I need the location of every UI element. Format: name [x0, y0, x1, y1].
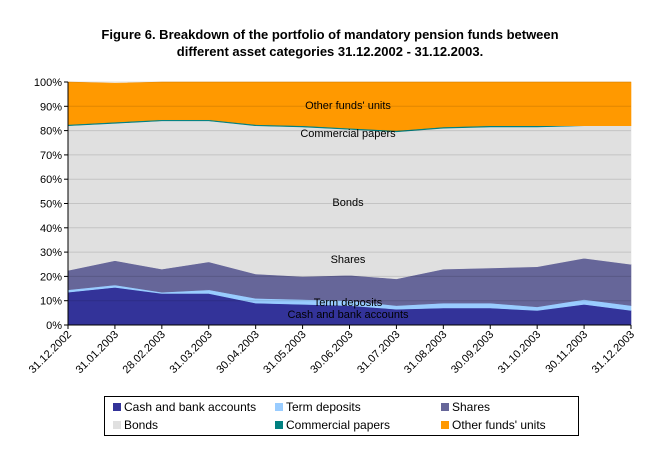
legend-item: Bonds: [113, 418, 158, 432]
annotation-layer: Other funds' units Commercial papers Bonds…: [287, 100, 409, 321]
y-tick-label: 10%: [40, 296, 62, 308]
chart-legend: Cash and bank accounts Term deposits Share…: [104, 396, 579, 436]
y-tick-label: 30%: [40, 247, 62, 259]
legend-swatch: [275, 403, 283, 411]
annotation-label: Bonds: [332, 197, 364, 209]
x-tick-label: 30.09.2003: [449, 329, 496, 376]
x-tick-label: 30.04.2003: [214, 329, 261, 376]
legend-item: Term deposits: [275, 400, 361, 414]
x-tick-label: 31.01.2003: [74, 329, 121, 376]
legend-swatch: [441, 421, 449, 429]
x-tick-label: 31.08.2003: [402, 329, 449, 376]
legend-item: Shares: [441, 400, 490, 414]
legend-swatch: [441, 403, 449, 411]
legend-swatch: [113, 403, 121, 411]
x-tick-label: 28.02.2003: [121, 329, 168, 376]
legend-label: Term deposits: [286, 400, 361, 414]
annotation-label: Commercial papers: [300, 128, 396, 140]
chart-title-line-2: different asset categories 31.12.2002 - …: [176, 44, 484, 59]
x-tick-label: 31.12.2002: [27, 329, 74, 376]
y-tick-label: 20%: [40, 271, 62, 283]
annotation-label: Other funds' units: [305, 100, 391, 112]
legend-label: Other funds' units: [452, 418, 546, 432]
y-tick-label: 80%: [40, 126, 62, 138]
annotation-label: Cash and bank accounts: [287, 309, 409, 321]
y-tick-label: 100%: [34, 77, 62, 89]
y-tick-label: 60%: [40, 174, 62, 186]
y-tick-label: 50%: [40, 199, 62, 211]
x-tick-label: 31.03.2003: [167, 329, 214, 376]
chart-title: Figure 6. Breakdown of the portfolio of …: [60, 26, 600, 60]
legend-item: Other funds' units: [441, 418, 546, 432]
y-tick-label: 70%: [40, 150, 62, 162]
y-tick-label: 0%: [46, 320, 62, 332]
x-tick-label: 31.07.2003: [355, 329, 402, 376]
x-tick-label: 30.11.2003: [543, 329, 590, 376]
annotation-label: Term deposits: [314, 297, 383, 309]
y-tick-label: 90%: [40, 101, 62, 113]
area-other-funds-units: [67, 81, 632, 131]
legend-label: Cash and bank accounts: [124, 400, 257, 414]
legend-swatch: [113, 421, 121, 429]
annotation-label: Shares: [331, 254, 366, 266]
area-layer: [67, 81, 632, 326]
x-tick-label: 31.12.2003: [590, 329, 637, 376]
legend-item: Commercial papers: [275, 418, 390, 432]
legend-label: Bonds: [124, 418, 159, 432]
legend-label: Commercial papers: [286, 418, 391, 432]
x-tick-label: 31.10.2003: [496, 329, 543, 376]
legend-label: Shares: [452, 400, 491, 414]
legend-item: Cash and bank accounts: [113, 400, 256, 414]
legend-swatch: [275, 421, 283, 429]
x-tick-label: 30.06.2003: [308, 329, 355, 376]
chart-title-line-1: Figure 6. Breakdown of the portfolio of …: [101, 27, 559, 42]
y-tick-label: 40%: [40, 223, 62, 235]
x-tick-label: 31.05.2003: [261, 329, 308, 376]
